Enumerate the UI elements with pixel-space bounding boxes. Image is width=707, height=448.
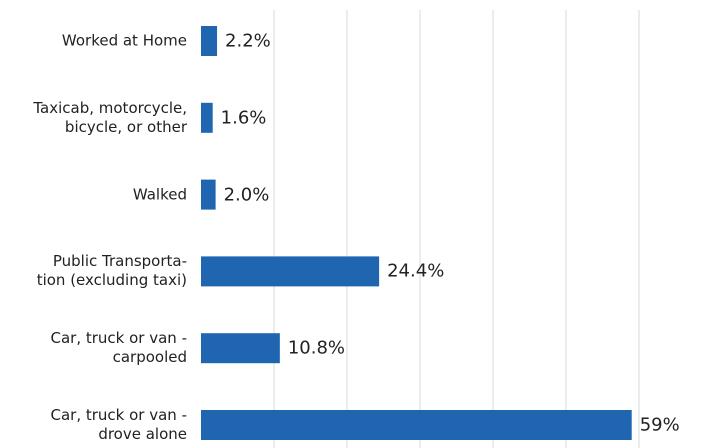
bar	[201, 333, 280, 364]
category-label: Car, truck or van - carpooled	[50, 329, 188, 367]
value-label: 1.6%	[220, 107, 267, 129]
value-label: 2.0%	[223, 184, 270, 206]
category-label: Walked	[132, 185, 187, 204]
value-label: 2.2%	[225, 30, 271, 52]
value-label: 59%	[639, 414, 680, 436]
bar	[201, 26, 218, 56]
value-label: 10.8%	[287, 337, 346, 359]
category-label: Taxicab, motorcycle, bicycle, or other	[33, 98, 187, 136]
bar	[201, 256, 380, 287]
bar	[201, 410, 632, 440]
category-label: Worked at Home	[61, 31, 187, 50]
category-label: Car, truck or van - drove alone	[50, 406, 188, 443]
bar	[201, 179, 216, 210]
category-label: Public Transporta- tion (excluding taxi)	[36, 252, 187, 290]
value-label: 24.4%	[387, 260, 445, 282]
bar	[201, 102, 213, 133]
